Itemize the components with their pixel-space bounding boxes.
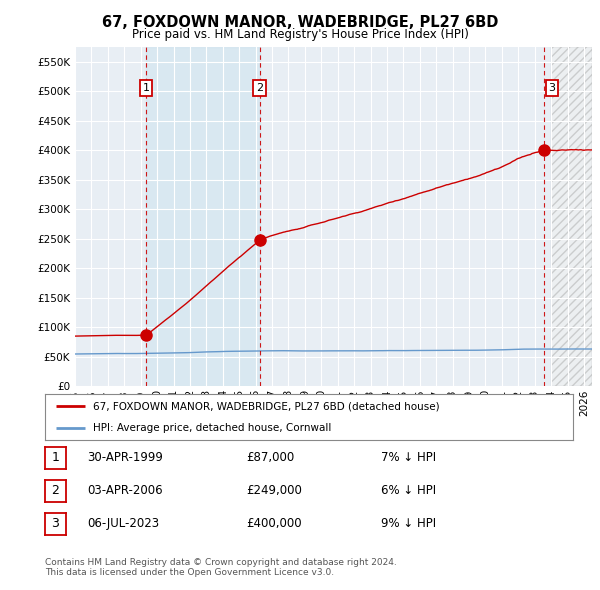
Text: 67, FOXDOWN MANOR, WADEBRIDGE, PL27 6BD: 67, FOXDOWN MANOR, WADEBRIDGE, PL27 6BD — [102, 15, 498, 30]
Text: £87,000: £87,000 — [246, 451, 294, 464]
Text: 67, FOXDOWN MANOR, WADEBRIDGE, PL27 6BD (detached house): 67, FOXDOWN MANOR, WADEBRIDGE, PL27 6BD … — [92, 401, 439, 411]
Text: Contains HM Land Registry data © Crown copyright and database right 2024.
This d: Contains HM Land Registry data © Crown c… — [45, 558, 397, 577]
Bar — [146, 47, 260, 386]
Bar — [551, 47, 592, 386]
Text: 3: 3 — [52, 517, 59, 530]
Text: 1: 1 — [52, 451, 59, 464]
Text: £400,000: £400,000 — [246, 517, 302, 530]
Text: 3: 3 — [548, 83, 556, 93]
Text: 30-APR-1999: 30-APR-1999 — [87, 451, 163, 464]
Text: 6% ↓ HPI: 6% ↓ HPI — [381, 484, 436, 497]
Text: 7% ↓ HPI: 7% ↓ HPI — [381, 451, 436, 464]
Text: 1: 1 — [143, 83, 149, 93]
Text: Price paid vs. HM Land Registry's House Price Index (HPI): Price paid vs. HM Land Registry's House … — [131, 28, 469, 41]
Text: 06-JUL-2023: 06-JUL-2023 — [87, 517, 159, 530]
Text: 2: 2 — [256, 83, 263, 93]
Text: £249,000: £249,000 — [246, 484, 302, 497]
Text: 2: 2 — [52, 484, 59, 497]
Text: HPI: Average price, detached house, Cornwall: HPI: Average price, detached house, Corn… — [92, 423, 331, 433]
Text: 03-APR-2006: 03-APR-2006 — [87, 484, 163, 497]
Text: 9% ↓ HPI: 9% ↓ HPI — [381, 517, 436, 530]
